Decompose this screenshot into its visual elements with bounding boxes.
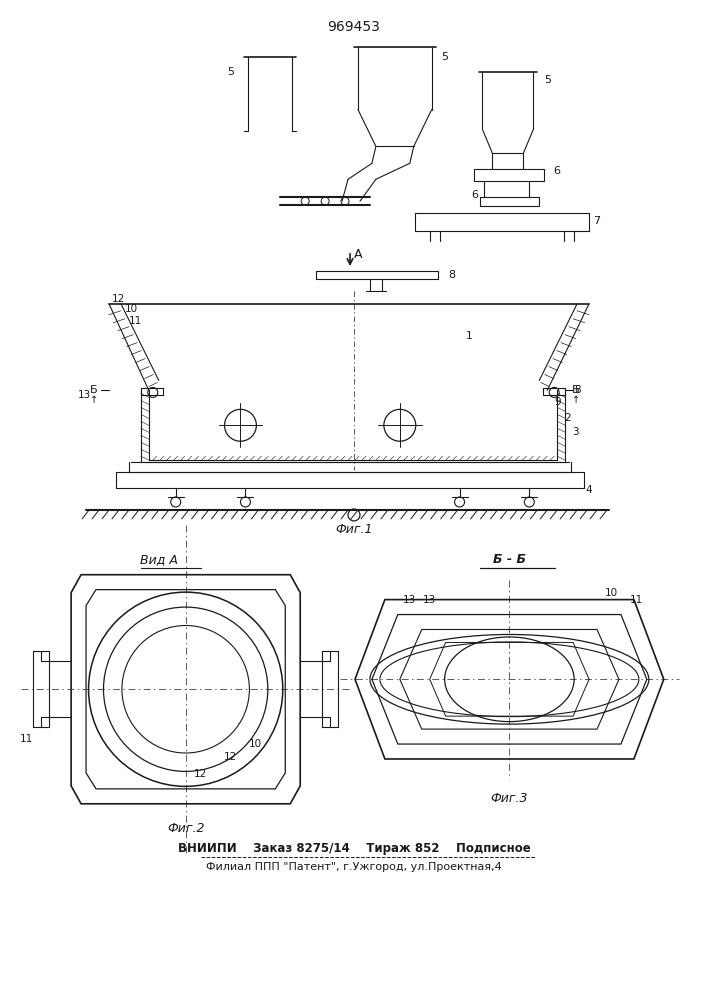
Text: ↑: ↑: [572, 395, 580, 405]
Text: 1: 1: [466, 331, 473, 341]
Text: Фиг.2: Фиг.2: [167, 822, 204, 835]
Text: 2: 2: [564, 413, 571, 423]
Text: 10: 10: [124, 304, 137, 314]
Text: 5: 5: [544, 75, 551, 85]
Text: 10: 10: [604, 588, 617, 598]
Text: 10: 10: [249, 739, 262, 749]
Text: ВНИИПИ    Заказ 8275/14    Тираж 852    Подписное: ВНИИПИ Заказ 8275/14 Тираж 852 Подписное: [177, 842, 530, 855]
Text: 9: 9: [554, 397, 561, 407]
Text: 8: 8: [448, 270, 455, 280]
Text: Б - Б: Б - Б: [493, 553, 526, 566]
Text: Б: Б: [90, 385, 98, 395]
Text: 13: 13: [78, 390, 90, 400]
Text: 3: 3: [572, 427, 578, 437]
Text: 969453: 969453: [327, 20, 380, 34]
Text: А: А: [354, 248, 362, 261]
Text: 12: 12: [194, 769, 207, 779]
Text: 8: 8: [574, 385, 580, 395]
Text: Фиг.3: Фиг.3: [491, 792, 528, 805]
Text: 6: 6: [554, 166, 561, 176]
Text: 11: 11: [20, 734, 33, 744]
Text: Филиал ППП "Патент", г.Ужгород, ул.Проектная,4: Филиал ППП "Патент", г.Ужгород, ул.Проек…: [206, 862, 502, 872]
Text: 11: 11: [630, 595, 643, 605]
Text: 5: 5: [227, 67, 234, 77]
Text: 13: 13: [423, 595, 436, 605]
Text: 5: 5: [441, 52, 448, 62]
Text: ↑: ↑: [90, 395, 98, 405]
Text: 11: 11: [129, 316, 143, 326]
Text: 13: 13: [403, 595, 416, 605]
Text: Фиг.1: Фиг.1: [335, 523, 373, 536]
Text: Вид А: Вид А: [140, 553, 177, 566]
Text: 7: 7: [593, 216, 601, 226]
Text: 6: 6: [471, 190, 478, 200]
Text: 4: 4: [586, 485, 592, 495]
Text: Б: Б: [572, 385, 580, 395]
Text: 12: 12: [224, 752, 237, 762]
Text: 12: 12: [112, 294, 126, 304]
